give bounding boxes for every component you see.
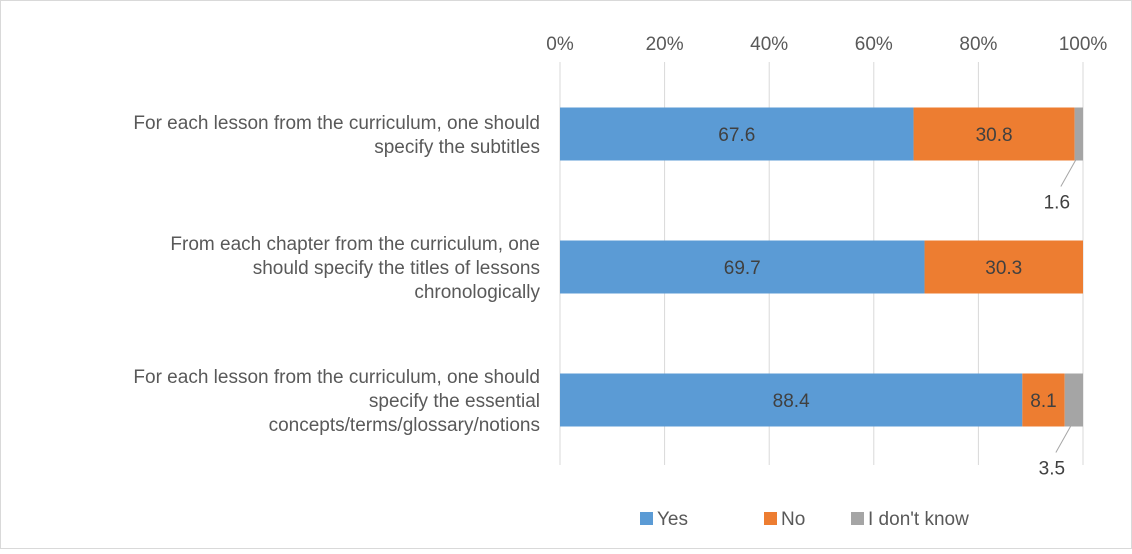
data-label: 67.6 [718, 125, 755, 146]
data-label: 30.3 [985, 258, 1022, 279]
data-label: 1.6 [1044, 193, 1070, 214]
category-label-line: specify the subtitles [374, 137, 540, 158]
bar-segments [560, 107, 1083, 427]
bar-segment-no [1022, 373, 1065, 427]
data-label: 3.5 [1039, 459, 1065, 480]
legend: Yes No I don't know [640, 509, 969, 530]
category-label: For each lesson from the curriculum, one… [133, 367, 540, 436]
category-label: From each chapter from the curriculum, o… [170, 234, 540, 303]
data-label: 69.7 [724, 258, 761, 279]
category-label-line: For each lesson from the curriculum, one… [133, 113, 540, 134]
legend-label: Yes [657, 509, 688, 530]
legend-label: I don't know [868, 509, 969, 530]
bar-segment-no [913, 107, 1075, 161]
x-tick-label: 40% [750, 34, 788, 55]
category-labels: For each lesson from the curriculum, one… [133, 113, 540, 436]
category-label-line: chronologically [414, 282, 540, 303]
x-tick-label: 20% [646, 34, 684, 55]
legend-item: No [764, 509, 805, 530]
legend-swatch [640, 512, 653, 525]
bar-segment-yes [560, 107, 914, 161]
category-label-line: concepts/terms/glossary/notions [269, 415, 540, 436]
x-tick-label: 60% [855, 34, 893, 55]
bar-segment-i-don-t-know [1064, 373, 1083, 427]
x-tick-label: 0% [546, 34, 574, 55]
leader-line [1060, 154, 1080, 187]
category-label: For each lesson from the curriculum, one… [133, 113, 540, 158]
legend-swatch [764, 512, 777, 525]
legend-item: I don't know [851, 509, 969, 530]
bar-segment-yes [560, 373, 1023, 427]
x-tick-label: 80% [959, 34, 997, 55]
category-label-line: From each chapter from the curriculum, o… [170, 234, 540, 255]
category-label-line: specify the essential [369, 391, 540, 412]
bar-segment-i-don-t-know [1074, 107, 1083, 161]
data-label: 8.1 [1030, 391, 1056, 412]
legend-item: Yes [640, 509, 688, 530]
leader-line [1055, 420, 1075, 453]
x-tick-label: 100% [1059, 34, 1108, 55]
category-label-line: For each lesson from the curriculum, one… [133, 367, 540, 388]
bar-segment-yes [560, 240, 925, 294]
bar-segment-no [924, 240, 1083, 294]
x-axis-tick-labels: 0% 20% 40% 60% 80% 100% [546, 34, 1107, 55]
data-label: 30.8 [976, 125, 1013, 146]
legend-swatch [851, 512, 864, 525]
category-label-line: should specify the titles of lessons [253, 258, 540, 279]
data-label: 88.4 [773, 391, 810, 412]
legend-label: No [781, 509, 805, 530]
data-labels: 67.6 30.8 1.6 69.7 30.3 88.4 8.1 3.5 [718, 125, 1080, 480]
